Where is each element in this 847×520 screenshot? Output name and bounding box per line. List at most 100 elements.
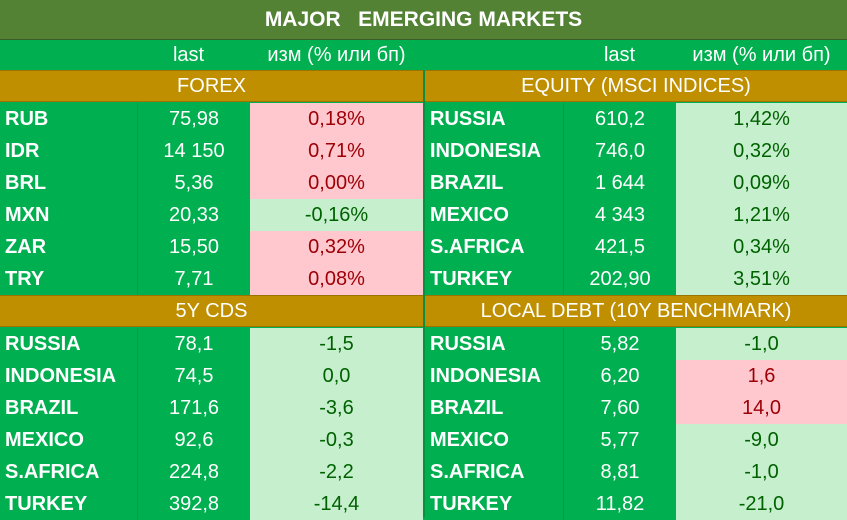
forex-section-title: FOREX <box>0 70 423 102</box>
row-change-value: 0,32% <box>250 231 423 263</box>
row-name: TURKEY <box>430 267 513 290</box>
row-name: RUSSIA <box>430 107 506 130</box>
table-row: BRAZIL 7,60 14,0 <box>425 392 847 424</box>
row-last-value: 4 343 <box>563 199 676 231</box>
row-last-value: 1 644 <box>563 167 676 199</box>
row-last-value: 74,5 <box>137 360 250 392</box>
table-row: MEXICO 5,77 -9,0 <box>425 424 847 456</box>
row-last-value: 92,6 <box>137 424 250 456</box>
row-change-value: -2,2 <box>250 456 423 488</box>
row-last-value: 202,90 <box>563 263 676 295</box>
sheet-title: MAJOR EMERGING MARKETS <box>0 0 847 40</box>
row-change-value: -14,4 <box>250 488 423 520</box>
table-row: INDONESIA 74,5 0,0 <box>0 360 423 392</box>
row-last-value: 7,71 <box>137 263 250 295</box>
row-change-value: 1,6 <box>676 360 847 392</box>
row-name: INDONESIA <box>5 364 117 387</box>
row-change-value: 14,0 <box>676 392 847 424</box>
table-row: S.AFRICA 8,81 -1,0 <box>425 456 847 488</box>
row-change-value: 0,00% <box>250 167 423 199</box>
row-name: RUSSIA <box>430 332 506 355</box>
row-name: BRAZIL <box>430 171 504 194</box>
row-name: S.AFRICA <box>430 460 525 483</box>
row-change-value: 1,21% <box>676 199 847 231</box>
row-last-value: 7,60 <box>563 392 676 424</box>
row-name: TRY <box>5 267 45 290</box>
row-last-value: 8,81 <box>563 456 676 488</box>
row-change-value: 0,34% <box>676 231 847 263</box>
row-change-value: 0,18% <box>250 103 423 135</box>
row-change-value: 0,71% <box>250 135 423 167</box>
row-name: BRAZIL <box>5 396 79 419</box>
table-row: MXN 20,33 -0,16% <box>0 199 423 231</box>
row-change-value: 3,51% <box>676 263 847 295</box>
row-last-value: 5,36 <box>137 167 250 199</box>
row-change-value: -1,5 <box>250 328 423 360</box>
row-last-value: 421,5 <box>563 231 676 263</box>
equity-section-title: EQUITY (MSCI INDICES) <box>425 70 847 102</box>
row-change-value: -1,0 <box>676 328 847 360</box>
table-row: INDONESIA 746,0 0,32% <box>425 135 847 167</box>
row-name: MXN <box>5 203 50 226</box>
table-row: RUSSIA 610,2 1,42% <box>425 103 847 135</box>
row-name: MEXICO <box>5 428 84 451</box>
row-change-value: 1,42% <box>676 103 847 135</box>
column-divider <box>423 70 425 517</box>
row-last-value: 20,33 <box>137 199 250 231</box>
row-change-value: 0,08% <box>250 263 423 295</box>
row-last-value: 78,1 <box>137 328 250 360</box>
row-last-value: 14 150 <box>137 135 250 167</box>
row-change-value: -21,0 <box>676 488 847 520</box>
row-name: TURKEY <box>430 492 513 515</box>
table-row: TURKEY 11,82 -21,0 <box>425 488 847 520</box>
row-name: IDR <box>5 139 40 162</box>
row-change-value: 0,09% <box>676 167 847 199</box>
row-last-value: 610,2 <box>563 103 676 135</box>
row-last-value: 171,6 <box>137 392 250 424</box>
row-change-value: 0,32% <box>676 135 847 167</box>
row-last-value: 224,8 <box>137 456 250 488</box>
row-last-value: 6,20 <box>563 360 676 392</box>
table-row: S.AFRICA 224,8 -2,2 <box>0 456 423 488</box>
row-name: MEXICO <box>430 428 509 451</box>
row-last-value: 5,82 <box>563 328 676 360</box>
row-name: BRAZIL <box>430 396 504 419</box>
table-row: RUSSIA 5,82 -1,0 <box>425 328 847 360</box>
table-row: IDR 14 150 0,71% <box>0 135 423 167</box>
table-row: BRAZIL 1 644 0,09% <box>425 167 847 199</box>
left-last-header: last <box>172 43 205 66</box>
table-row: RUB 75,98 0,18% <box>0 103 423 135</box>
row-name: INDONESIA <box>430 364 542 387</box>
right-last-header: last <box>603 43 636 66</box>
left-change-header: изм (% или бп) <box>267 43 406 66</box>
table-row: BRL 5,36 0,00% <box>0 167 423 199</box>
row-name: ZAR <box>5 235 47 258</box>
row-last-value: 392,8 <box>137 488 250 520</box>
row-change-value: -9,0 <box>676 424 847 456</box>
local-debt-section-title: LOCAL DEBT (10Y BENCHMARK) <box>425 295 847 327</box>
row-change-value: 0,0 <box>250 360 423 392</box>
table-row: INDONESIA 6,20 1,6 <box>425 360 847 392</box>
table-row: TURKEY 392,8 -14,4 <box>0 488 423 520</box>
row-change-value: -3,6 <box>250 392 423 424</box>
row-name: RUB <box>5 107 49 130</box>
row-change-value: -0,16% <box>250 199 423 231</box>
row-name: INDONESIA <box>430 139 542 162</box>
row-last-value: 746,0 <box>563 135 676 167</box>
row-name: S.AFRICA <box>430 235 525 258</box>
row-name: S.AFRICA <box>5 460 100 483</box>
row-last-value: 5,77 <box>563 424 676 456</box>
row-last-value: 15,50 <box>137 231 250 263</box>
table-row: TURKEY 202,90 3,51% <box>425 263 847 295</box>
table-row: S.AFRICA 421,5 0,34% <box>425 231 847 263</box>
table-row: MEXICO 4 343 1,21% <box>425 199 847 231</box>
right-change-header: изм (% или бп) <box>692 43 831 66</box>
table-row: TRY 7,71 0,08% <box>0 263 423 295</box>
table-row: MEXICO 92,6 -0,3 <box>0 424 423 456</box>
row-name: MEXICO <box>430 203 509 226</box>
table-row: ZAR 15,50 0,32% <box>0 231 423 263</box>
row-last-value: 11,82 <box>563 488 676 520</box>
row-change-value: -0,3 <box>250 424 423 456</box>
row-name: BRL <box>5 171 47 194</box>
